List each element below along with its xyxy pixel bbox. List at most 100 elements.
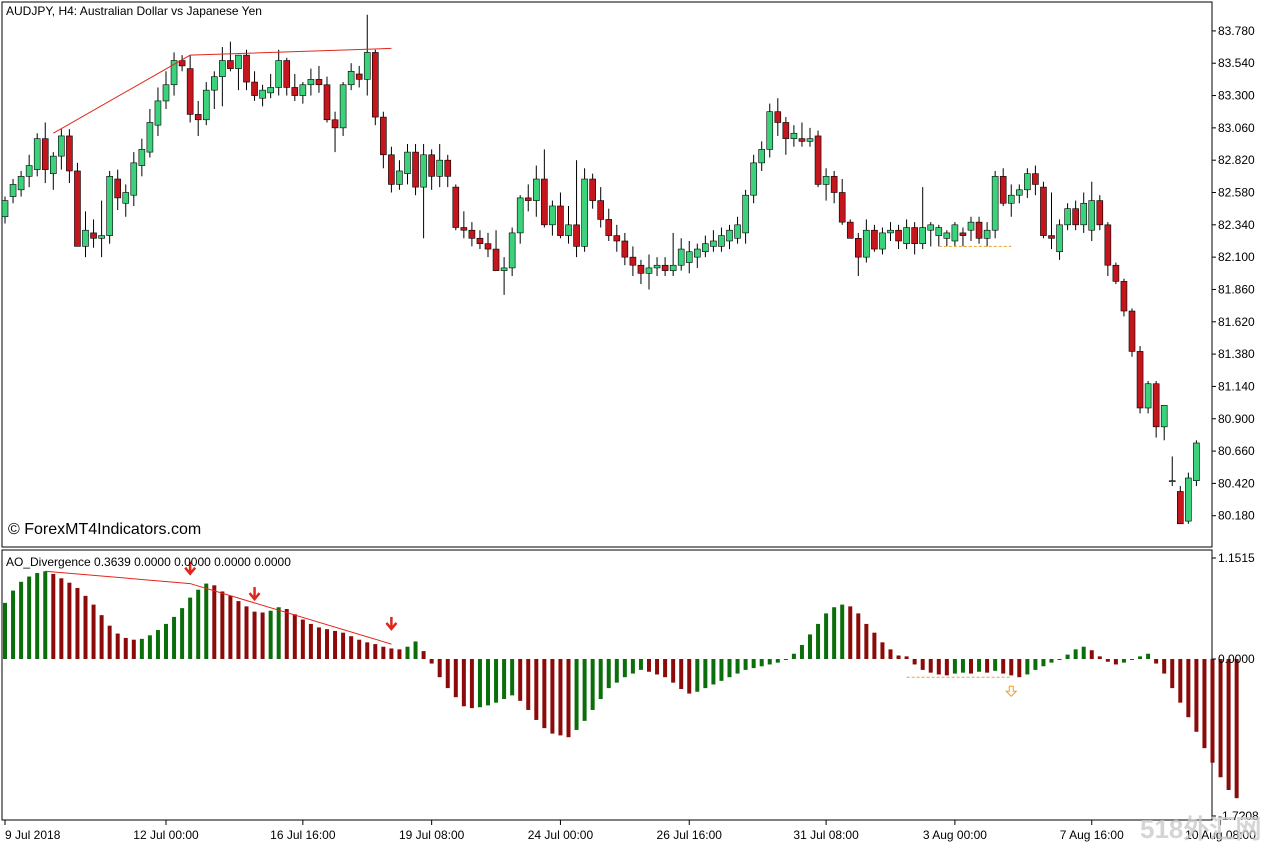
candle: [919, 187, 927, 250]
ao-bar-down: [123, 637, 128, 659]
candle: [146, 109, 154, 158]
bull-candle-body: [235, 54, 242, 69]
ao-bar-up: [695, 659, 700, 692]
candle: [863, 219, 870, 263]
bull-candle-body: [919, 227, 927, 244]
candle: [1152, 381, 1160, 438]
ao-bar-down: [936, 659, 941, 675]
bear-candle-body: [1048, 235, 1055, 239]
bull-candle-body: [726, 229, 733, 242]
candle: [879, 227, 886, 255]
sell-arrow-icon: [248, 587, 261, 602]
ao-bar-down: [308, 623, 313, 659]
price-divergence-lines: [53, 47, 1012, 247]
ao-bar-up: [139, 638, 144, 659]
bull-candle-body: [1015, 189, 1023, 196]
bear-candle-body: [573, 224, 580, 247]
candle: [621, 232, 629, 266]
candle: [371, 49, 379, 126]
ao-bar-down: [1178, 659, 1183, 703]
candle: [854, 232, 862, 276]
ao-bar-up: [977, 659, 982, 672]
bull-candle-body: [734, 224, 741, 239]
ao-bar-up: [993, 659, 998, 671]
bull-candle-body: [549, 205, 556, 226]
ao-bar-up: [164, 623, 168, 659]
time-tick-label: 26 Jul 16:00: [657, 828, 723, 842]
bear-candle-body: [774, 111, 782, 123]
ao-bar-up: [477, 659, 482, 708]
candle: [911, 222, 918, 255]
bear-candle-body: [412, 151, 419, 188]
ao-axis: 1.1515 0.0000 -1.7?08: [1212, 551, 1259, 823]
bear-candle-body: [999, 176, 1007, 204]
bear-candle-body: [492, 248, 500, 271]
candle: [412, 144, 419, 196]
candle: [1072, 200, 1079, 231]
ao-bar-down: [284, 609, 289, 659]
bear-candle-body: [1072, 208, 1079, 226]
bull-candle-body: [758, 149, 766, 164]
price-tick-label: 83.060: [1218, 121, 1255, 135]
ao-bar-down: [292, 614, 297, 659]
bear-candle-body: [444, 159, 452, 177]
bull-candle-body: [275, 60, 283, 88]
indicator-label: AO_Divergence 0.3639 0.0000 0.0000 0.000…: [6, 555, 291, 569]
bull-candle-body: [33, 138, 41, 170]
ao-bar-down: [469, 659, 474, 709]
ao-bar-up: [622, 659, 627, 678]
bull-candle-body: [766, 111, 774, 150]
ao-bar-down: [856, 613, 861, 659]
bear-candle-body: [661, 264, 669, 271]
ao-bar-up: [824, 613, 829, 659]
candle: [685, 240, 693, 274]
ao-bar-down: [131, 639, 136, 659]
ao-bar-down: [316, 627, 321, 659]
ao-bar-up: [19, 581, 24, 659]
bull-candle-body: [49, 155, 57, 174]
candle: [388, 146, 395, 193]
ao-bar-down: [220, 591, 225, 659]
candle: [814, 130, 822, 188]
bull-candle-body: [106, 176, 113, 236]
ao-bar-up: [783, 659, 788, 660]
bull-candle-body: [669, 264, 677, 271]
ao-bar-up: [751, 659, 756, 669]
bear-candle-body: [1128, 310, 1136, 352]
candle: [1064, 203, 1071, 231]
candle: [1088, 181, 1096, 241]
bull-candle-body: [130, 162, 138, 196]
price-tick-label: 82.100: [1218, 250, 1255, 264]
ao-bar-down: [115, 633, 120, 659]
bear-candle-body: [637, 264, 645, 274]
bear-candle-body: [315, 79, 323, 86]
candle: [798, 122, 806, 147]
bull-candle-body: [500, 267, 508, 271]
price-tick-label: 80.900: [1218, 412, 1255, 426]
bear-candle-body: [74, 170, 81, 247]
candle: [452, 184, 460, 231]
ao-bar-up: [1057, 659, 1062, 660]
candle: [782, 117, 790, 155]
ao-bar-down: [397, 649, 402, 659]
price-tick-label: 80.180: [1218, 509, 1255, 523]
ao-bar-up: [1146, 653, 1151, 659]
candle: [959, 227, 967, 247]
price-axis: 83.780 83.540 83.300 83.060 82.820 82.580 82.3…: [1212, 24, 1255, 523]
candle: [581, 168, 588, 252]
ao-bar-down: [357, 639, 362, 659]
candle: [283, 57, 291, 96]
ao-bar-up: [574, 659, 579, 730]
ao-bar-up: [1073, 649, 1078, 659]
ao-bar-down: [244, 606, 249, 659]
bull-candle-body: [267, 87, 274, 94]
ao-bar-up: [598, 659, 603, 700]
bear-candle-body: [41, 138, 49, 170]
candle: [895, 224, 902, 250]
price-tick-label: 82.820: [1218, 153, 1255, 167]
bear-candle-body: [331, 119, 339, 129]
price-tick-label: 81.620: [1218, 315, 1255, 329]
ao-bar-up: [204, 583, 209, 659]
bull-candle-body: [943, 232, 951, 239]
